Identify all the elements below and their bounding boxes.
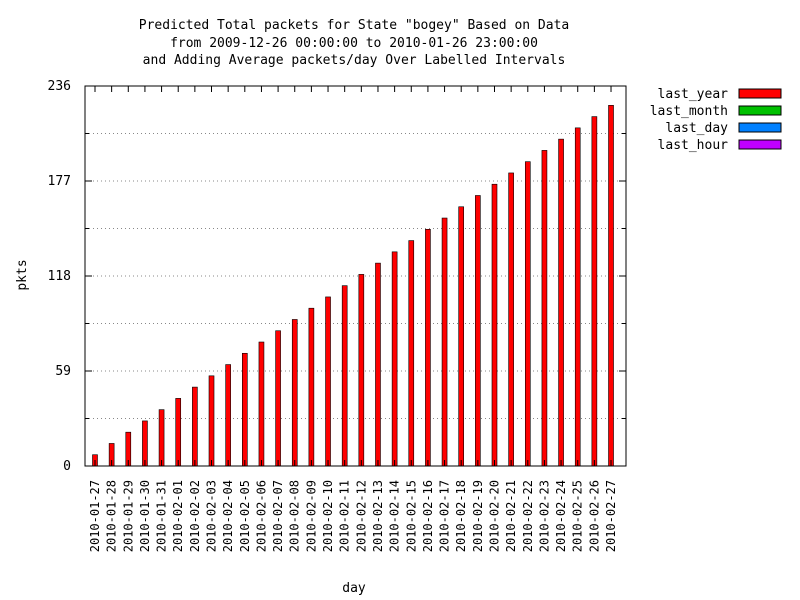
y-axis-label: pkts bbox=[15, 259, 30, 290]
x-tick-label: 2010-02-07 bbox=[271, 480, 285, 552]
legend-label: last_day bbox=[665, 121, 728, 136]
bar bbox=[425, 229, 431, 467]
bar bbox=[242, 352, 248, 467]
y-tick-label: 177 bbox=[48, 174, 71, 189]
x-tick-label: 2010-02-21 bbox=[504, 480, 518, 552]
legend-swatch bbox=[738, 88, 782, 99]
legend-swatch bbox=[738, 105, 782, 116]
y-axis: 0 59 118 177 236 bbox=[48, 79, 626, 474]
x-tick-label: 2010-02-14 bbox=[388, 480, 402, 552]
x-tick-label: 2010-02-04 bbox=[221, 480, 235, 552]
bar bbox=[308, 307, 315, 467]
bar bbox=[408, 240, 415, 467]
bar bbox=[574, 127, 581, 467]
x-tick-label: 2010-02-19 bbox=[471, 480, 485, 552]
bar bbox=[142, 420, 148, 467]
chart-title-line-2: from 2009-12-26 00:00:00 to 2010-01-26 2… bbox=[170, 36, 538, 51]
legend-label: last_hour bbox=[658, 138, 729, 153]
bar bbox=[325, 296, 331, 467]
bar bbox=[391, 251, 398, 467]
bar bbox=[291, 319, 298, 467]
bar bbox=[491, 183, 498, 467]
x-tick-label: 2010-02-17 bbox=[438, 480, 452, 552]
bar bbox=[208, 375, 215, 467]
bar bbox=[258, 341, 265, 467]
x-tick-label: 2010-02-10 bbox=[321, 480, 335, 552]
x-tick-label: 2010-02-16 bbox=[421, 480, 435, 552]
legend-swatch bbox=[738, 139, 782, 150]
x-tick-label: 2010-01-27 bbox=[88, 480, 102, 552]
y-tick-label: 118 bbox=[48, 269, 71, 284]
bar bbox=[524, 161, 531, 467]
x-tick-label: 2010-01-30 bbox=[138, 480, 152, 552]
x-tick-label: 2010-02-27 bbox=[604, 480, 618, 552]
x-tick-label: 2010-02-20 bbox=[487, 480, 501, 552]
bar bbox=[441, 217, 448, 467]
x-tick-label: 2010-02-26 bbox=[587, 480, 601, 552]
x-tick-label: 2010-02-11 bbox=[338, 480, 352, 552]
x-tick-label: 2010-01-29 bbox=[121, 480, 135, 552]
x-tick-label: 2010-02-01 bbox=[171, 480, 185, 552]
bar bbox=[458, 206, 465, 467]
x-tick-label: 2010-02-13 bbox=[371, 480, 385, 552]
legend: last_year last_month last_day last_hour bbox=[650, 87, 782, 153]
legend-label: last_month bbox=[650, 104, 728, 119]
x-tick-label: 2010-02-18 bbox=[454, 480, 468, 552]
bar bbox=[541, 150, 548, 467]
x-tick-label: 2010-02-23 bbox=[537, 480, 551, 552]
x-tick-label: 2010-02-05 bbox=[238, 480, 252, 552]
x-tick-label: 2010-01-28 bbox=[105, 480, 119, 552]
chart-title-line-3: and Adding Average packets/day Over Labe… bbox=[143, 53, 566, 68]
y-tick-label: 0 bbox=[63, 459, 71, 474]
x-tick-label: 2010-02-15 bbox=[404, 480, 418, 552]
bar bbox=[508, 172, 514, 467]
bar bbox=[475, 195, 481, 467]
x-tick-label: 2010-02-25 bbox=[571, 480, 585, 552]
y-tick-label: 59 bbox=[55, 364, 71, 379]
legend-label: last_year bbox=[658, 87, 729, 102]
x-tick-label: 2010-02-22 bbox=[521, 480, 535, 552]
bars bbox=[92, 105, 614, 467]
bar bbox=[158, 409, 165, 467]
bar bbox=[175, 398, 182, 467]
x-tick-label: 2010-02-03 bbox=[205, 480, 219, 552]
bar bbox=[275, 330, 281, 467]
bar bbox=[375, 262, 381, 467]
x-tick-label: 2010-02-06 bbox=[254, 480, 268, 552]
bar bbox=[608, 105, 614, 467]
x-axis-label: day bbox=[342, 581, 366, 596]
x-tick-label: 2010-02-24 bbox=[554, 480, 568, 552]
chart-title-line-1: Predicted Total packets for State "bogey… bbox=[139, 18, 569, 33]
x-tick-label: 2010-02-08 bbox=[288, 480, 302, 552]
bar bbox=[192, 386, 198, 467]
bar bbox=[558, 138, 564, 467]
legend-swatch bbox=[738, 122, 782, 133]
chart-title: Predicted Total packets for State "bogey… bbox=[139, 18, 569, 68]
x-tick-label: 2010-02-09 bbox=[304, 480, 318, 552]
bar bbox=[591, 116, 598, 467]
x-tick-label: 2010-01-31 bbox=[155, 480, 169, 552]
bar bbox=[225, 364, 231, 467]
x-axis: 2010-01-27 2010-01-28 2010-01-29 2010-01-30… bbox=[88, 86, 618, 552]
y-tick-label: 236 bbox=[48, 79, 71, 94]
bar bbox=[358, 274, 365, 467]
bar bbox=[341, 285, 348, 467]
x-tick-label: 2010-02-02 bbox=[188, 480, 202, 552]
x-tick-label: 2010-02-12 bbox=[354, 480, 368, 552]
